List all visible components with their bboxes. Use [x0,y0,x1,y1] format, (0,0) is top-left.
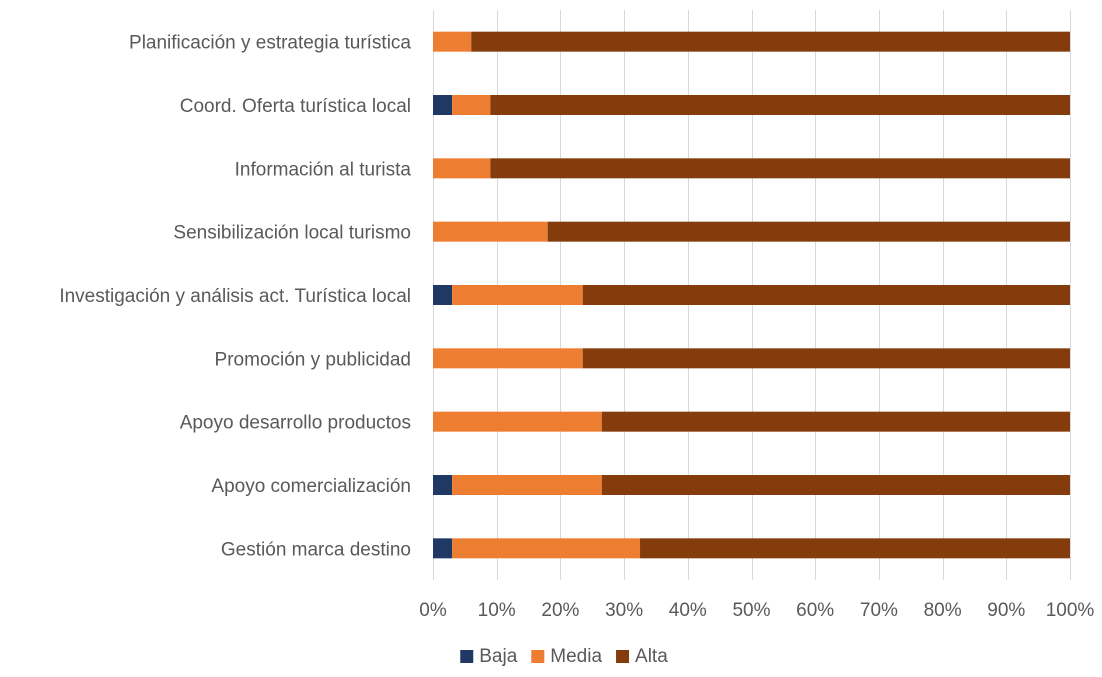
category-label: Información al turista [235,159,412,180]
bar-baja [433,95,453,115]
category-label: Gestión marca destino [221,539,411,560]
x-tick-label: 50% [732,600,770,621]
category-label: Coord. Oferta turística local [180,96,411,117]
category-labels: Planificación y estrategia turística Coor… [59,33,411,561]
bar-media [433,221,548,242]
bar-baja [433,475,453,495]
x-tick-label: 90% [987,600,1025,621]
bar-baja [433,538,453,559]
category-label: Investigación y análisis act. Turística … [59,286,411,307]
bar-alta [490,95,1071,115]
bar-media [452,95,491,115]
category-label: Apoyo comercialización [211,476,411,497]
category-label: Promoción y publicidad [215,349,411,370]
category-label: Sensibilización local turismo [173,223,411,244]
x-tick-label: 80% [924,600,962,621]
category-label: Apoyo desarrollo productos [180,413,411,434]
bar-media [452,285,583,305]
legend-swatch [616,650,630,663]
x-tick-label: 20% [541,600,579,621]
bar-media [452,538,641,559]
legend-label: Alta [635,646,668,667]
legend-label: Baja [479,646,517,667]
bar-media [433,348,583,369]
x-axis-tick-labels: 0% 10% 20% 30% 40% 50% 60% 70% 80% 90% 100% [419,600,1094,621]
legend-label: Media [550,646,602,667]
bar-alta [640,538,1070,559]
bar-alta [582,285,1070,305]
bar-media [433,411,602,432]
x-tick-label: 100% [1046,600,1095,621]
x-tick-label: 30% [605,600,643,621]
bar-baja [433,285,453,305]
bar-media [433,31,472,52]
bar-alta [601,475,1070,495]
legend: Baja Media Alta [460,646,668,667]
x-tick-label: 0% [419,600,447,621]
bar-alta [582,348,1070,369]
legend-swatch [460,650,474,663]
bars-layer [433,31,1071,559]
x-tick-label: 10% [478,600,516,621]
bar-media [433,158,491,179]
x-tick-label: 40% [669,600,707,621]
bar-alta [601,411,1070,432]
bar-alta [471,31,1071,52]
bar-alta [547,221,1070,242]
legend-swatch [531,650,545,663]
category-label: Planificación y estrategia turística [129,33,411,54]
bar-media [452,475,602,495]
x-tick-label: 60% [796,600,834,621]
bar-alta [490,158,1071,179]
x-tick-label: 70% [860,600,898,621]
